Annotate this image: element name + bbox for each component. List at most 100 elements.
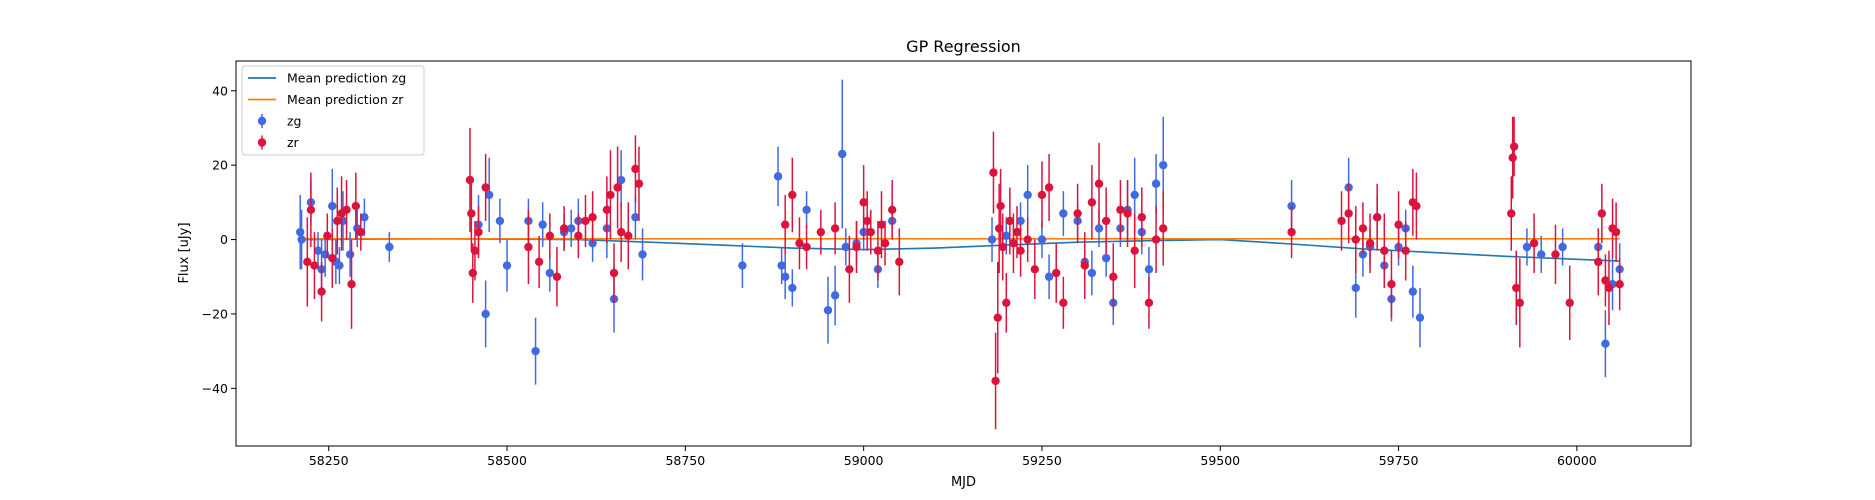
legend-entry-zr-dot [257,138,267,147]
data-point-zr [559,224,569,233]
data-point-zr [1615,279,1624,289]
data-point-zg [1558,242,1567,252]
x-tick-label: 60000 [1557,453,1597,468]
data-point-zg [802,205,811,214]
data-point-zr [574,231,583,241]
data-point-zr [895,257,904,267]
y-axis-label: Flux [uJy] [177,222,192,283]
y-tick-label: −20 [202,306,228,321]
data-point-zr [1394,220,1403,229]
data-point-zg [484,190,494,200]
data-point-zg [631,213,640,222]
data-point-zr [816,227,826,237]
data-point-zr [1358,224,1368,233]
data-point-zr [1094,179,1104,188]
legend-entry-zg-dot [257,116,267,126]
data-point-zr [581,216,590,226]
data-point-zr [989,168,998,177]
data-point-zr [1372,213,1382,222]
data-point-zr [468,268,477,278]
data-point-zg [297,235,306,244]
data-point-zr [609,268,619,278]
x-tick-label: 58750 [665,453,705,468]
data-point-zr [631,164,640,174]
data-point-zr [552,272,562,281]
data-point-zr [1344,209,1353,218]
data-point-zr [634,179,644,188]
data-point-zr [788,190,797,200]
x-tick-label: 59500 [1200,453,1240,468]
data-point-zg [538,220,547,229]
data-point-zr [351,201,361,211]
data-point-zr [310,261,319,270]
data-point-zr [852,242,861,252]
data-point-zr [1123,209,1132,218]
legend: Mean prediction zg Mean prediction zr zg zr [241,65,425,156]
data-point-zr [1401,246,1410,255]
data-point-zg [481,309,490,319]
data-point-zr [877,220,886,229]
data-point-zg [1130,190,1139,200]
data-point-zr [470,246,480,255]
data-point-zg [502,261,512,270]
data-point-zr [1512,283,1521,293]
data-point-zg [823,306,833,315]
data-point-zg [1087,268,1097,278]
data-point-zg [1151,179,1161,188]
data-point-zr [545,231,555,241]
data-point-zr [998,242,1007,252]
data-point-zg [638,250,647,259]
data-point-zr [1380,246,1389,255]
data-point-zg [1408,287,1418,296]
y-tick-label: 0 [220,232,228,247]
data-point-zg [838,149,847,159]
data-point-zg [545,268,555,278]
data-point-zr [780,220,790,229]
data-point-zg [773,172,783,181]
data-point-zr [1005,216,1015,226]
data-point-zr [1052,268,1061,278]
legend-box [241,65,425,156]
data-point-zr [996,201,1005,211]
data-point-zg [495,216,505,226]
data-point-zr [624,231,633,241]
data-point-zg [1537,250,1546,259]
data-point-zg [1144,265,1154,274]
data-point-zr [356,227,366,237]
data-point-zr [1594,257,1603,267]
data-point-zr [1351,235,1360,244]
data-point-zg [1101,253,1111,263]
data-point-zr [1611,227,1621,237]
data-point-zg [987,235,997,244]
data-point-zg [788,283,797,293]
data-point-zr [991,376,1000,386]
legend-entry-zr-label: zr [287,135,300,150]
data-point-zr [1012,227,1022,237]
data-point-zr [328,253,337,263]
data-point-zr [616,227,626,237]
data-point-zr [474,227,483,237]
data-point-zr [1507,209,1516,218]
data-point-zg [1601,339,1610,348]
data-point-zg [335,261,344,270]
data-point-zr [1337,216,1346,226]
data-point-zg [841,242,851,252]
x-tick-label: 59750 [1379,453,1419,468]
data-point-zr [534,257,544,267]
chart-title: GP Regression [906,37,1021,56]
data-point-zg [567,224,576,233]
data-point-zg [1023,190,1032,200]
data-point-zr [333,216,342,226]
x-tick-label: 58500 [487,453,527,468]
data-point-zg [777,261,786,270]
data-point-zr [1551,250,1560,259]
data-point-zr [1044,183,1054,192]
x-tick-label: 59250 [1022,453,1062,468]
data-point-zr [795,239,804,248]
y-tick-label: −40 [202,381,228,396]
data-point-zr [306,205,316,214]
data-point-zr [1002,298,1011,307]
data-point-zr [1073,209,1082,218]
data-point-zr [1509,142,1519,151]
